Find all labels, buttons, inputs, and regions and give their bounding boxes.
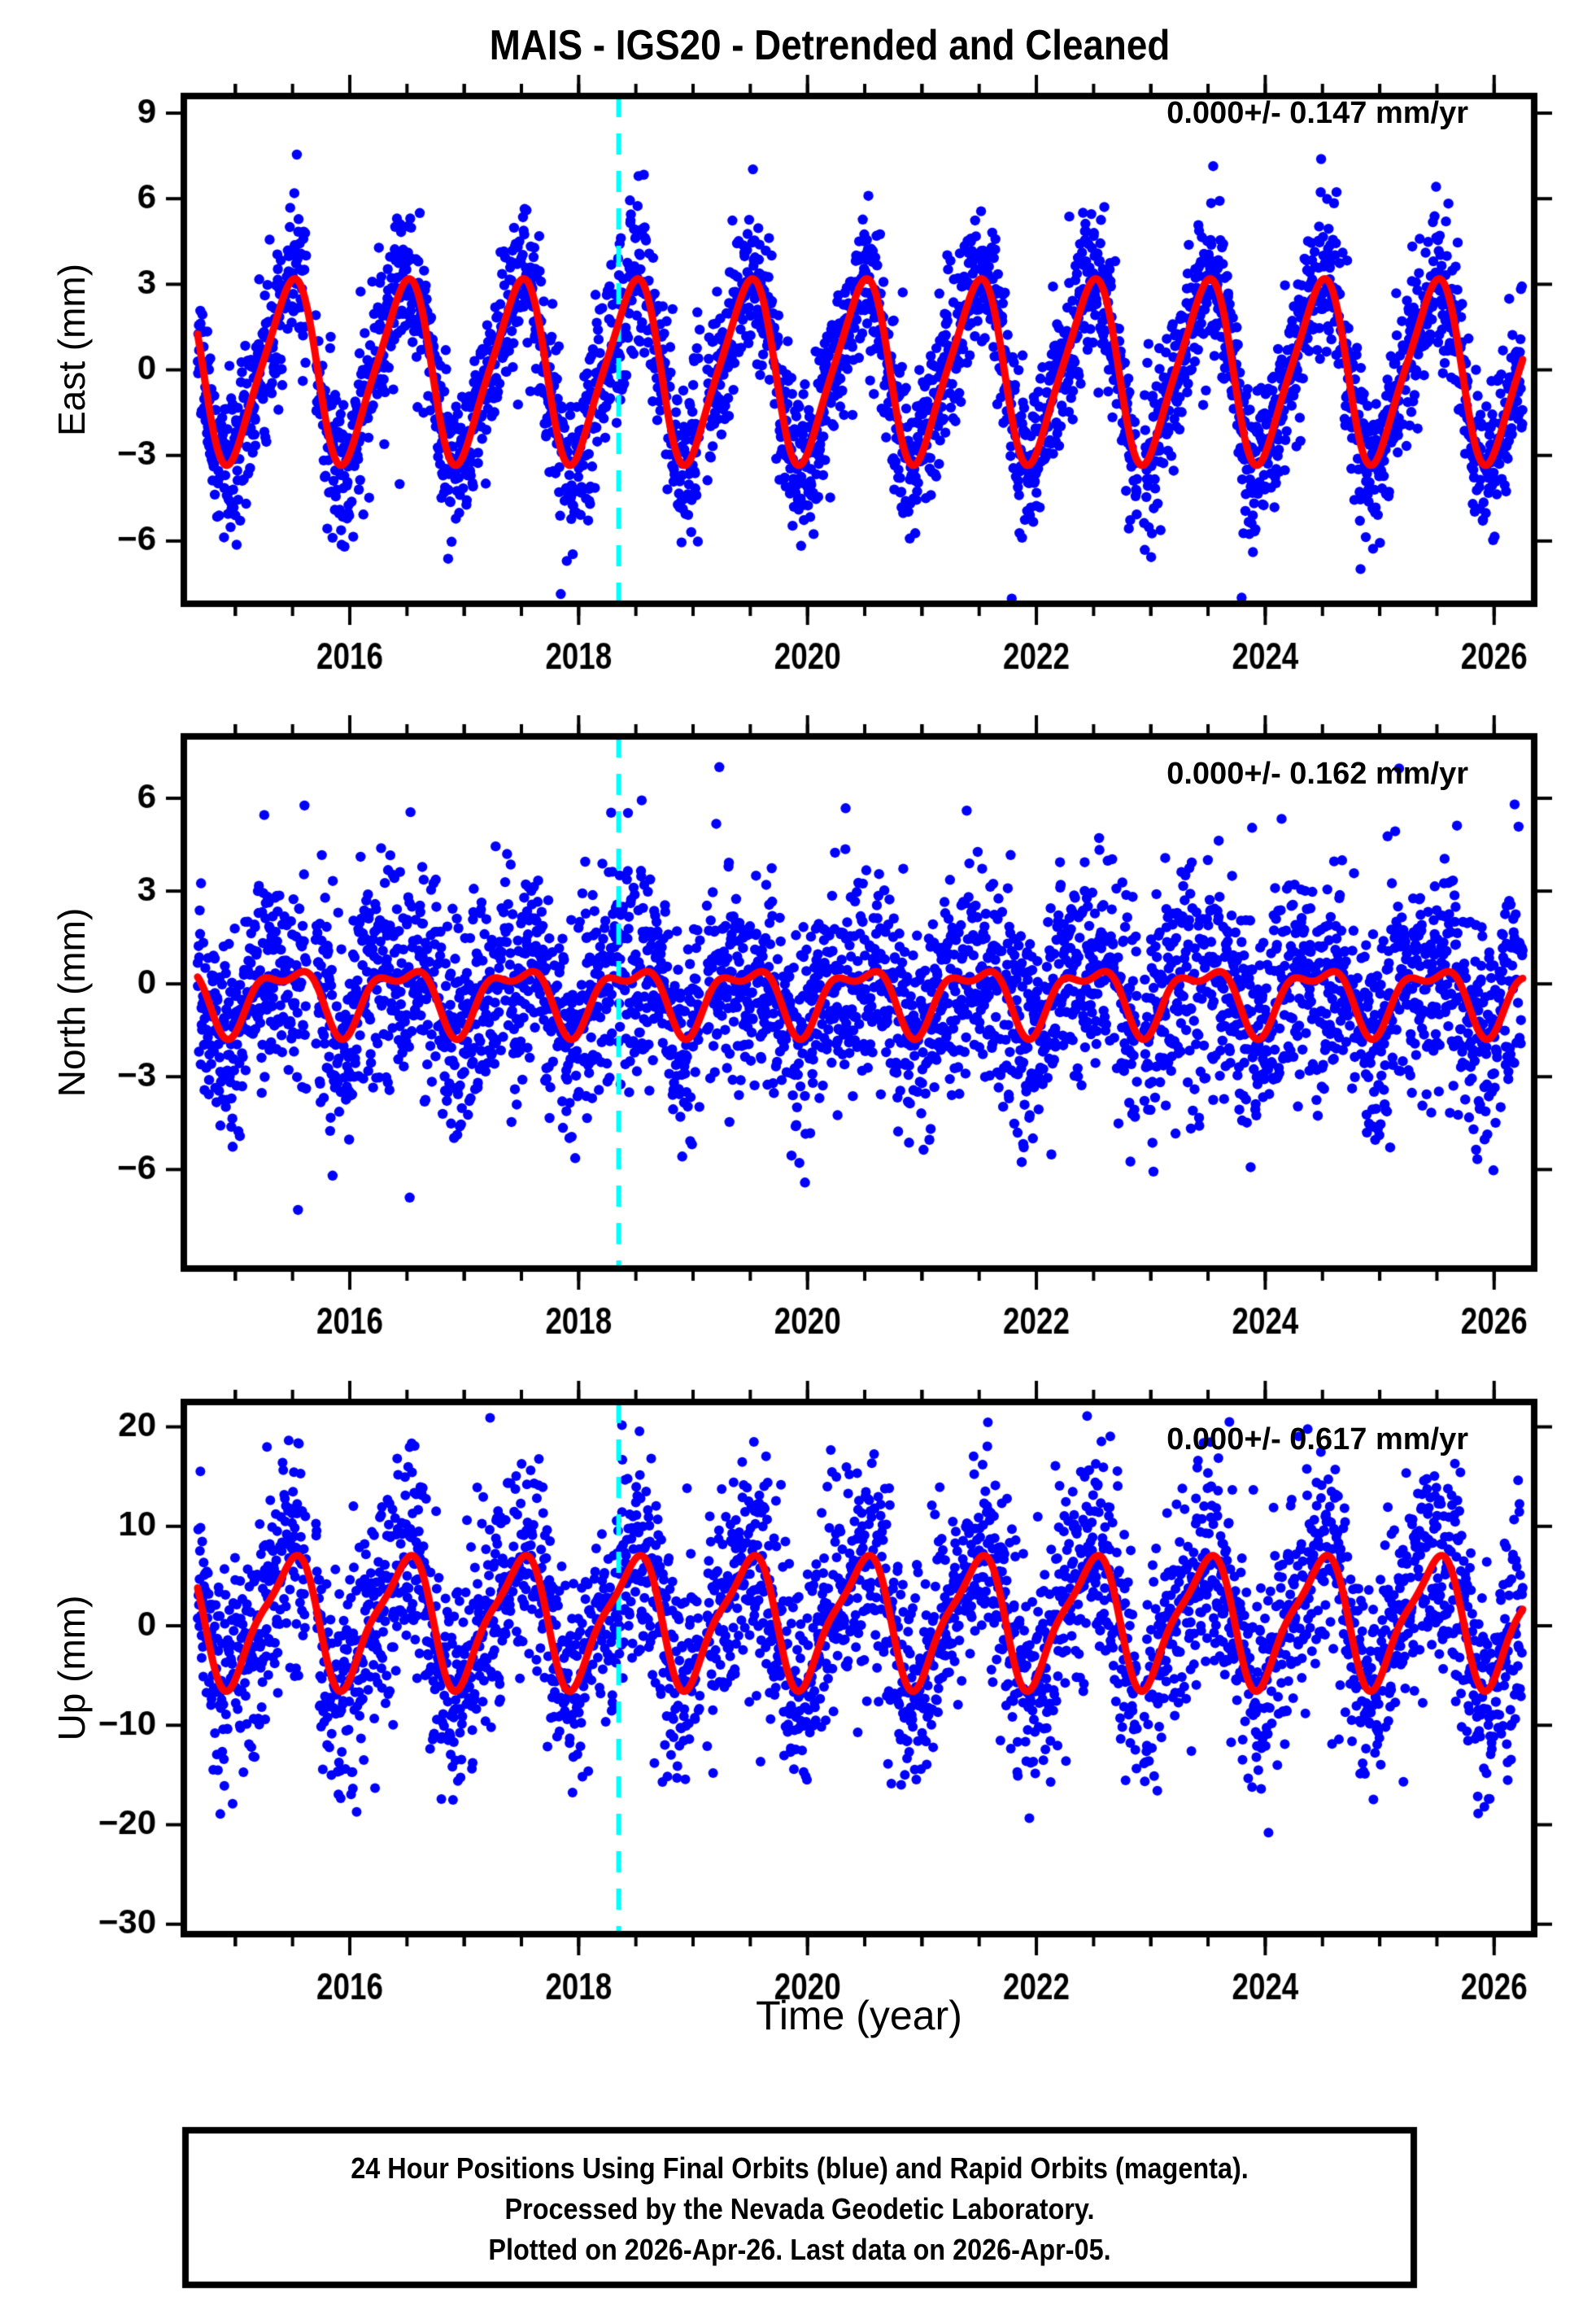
gps-timeseries-figure: MAIS - IGS20 - Detrended and Cleaned 0.0… — [0, 0, 1596, 2306]
timeseries-plot-canvas — [0, 0, 1596, 2306]
